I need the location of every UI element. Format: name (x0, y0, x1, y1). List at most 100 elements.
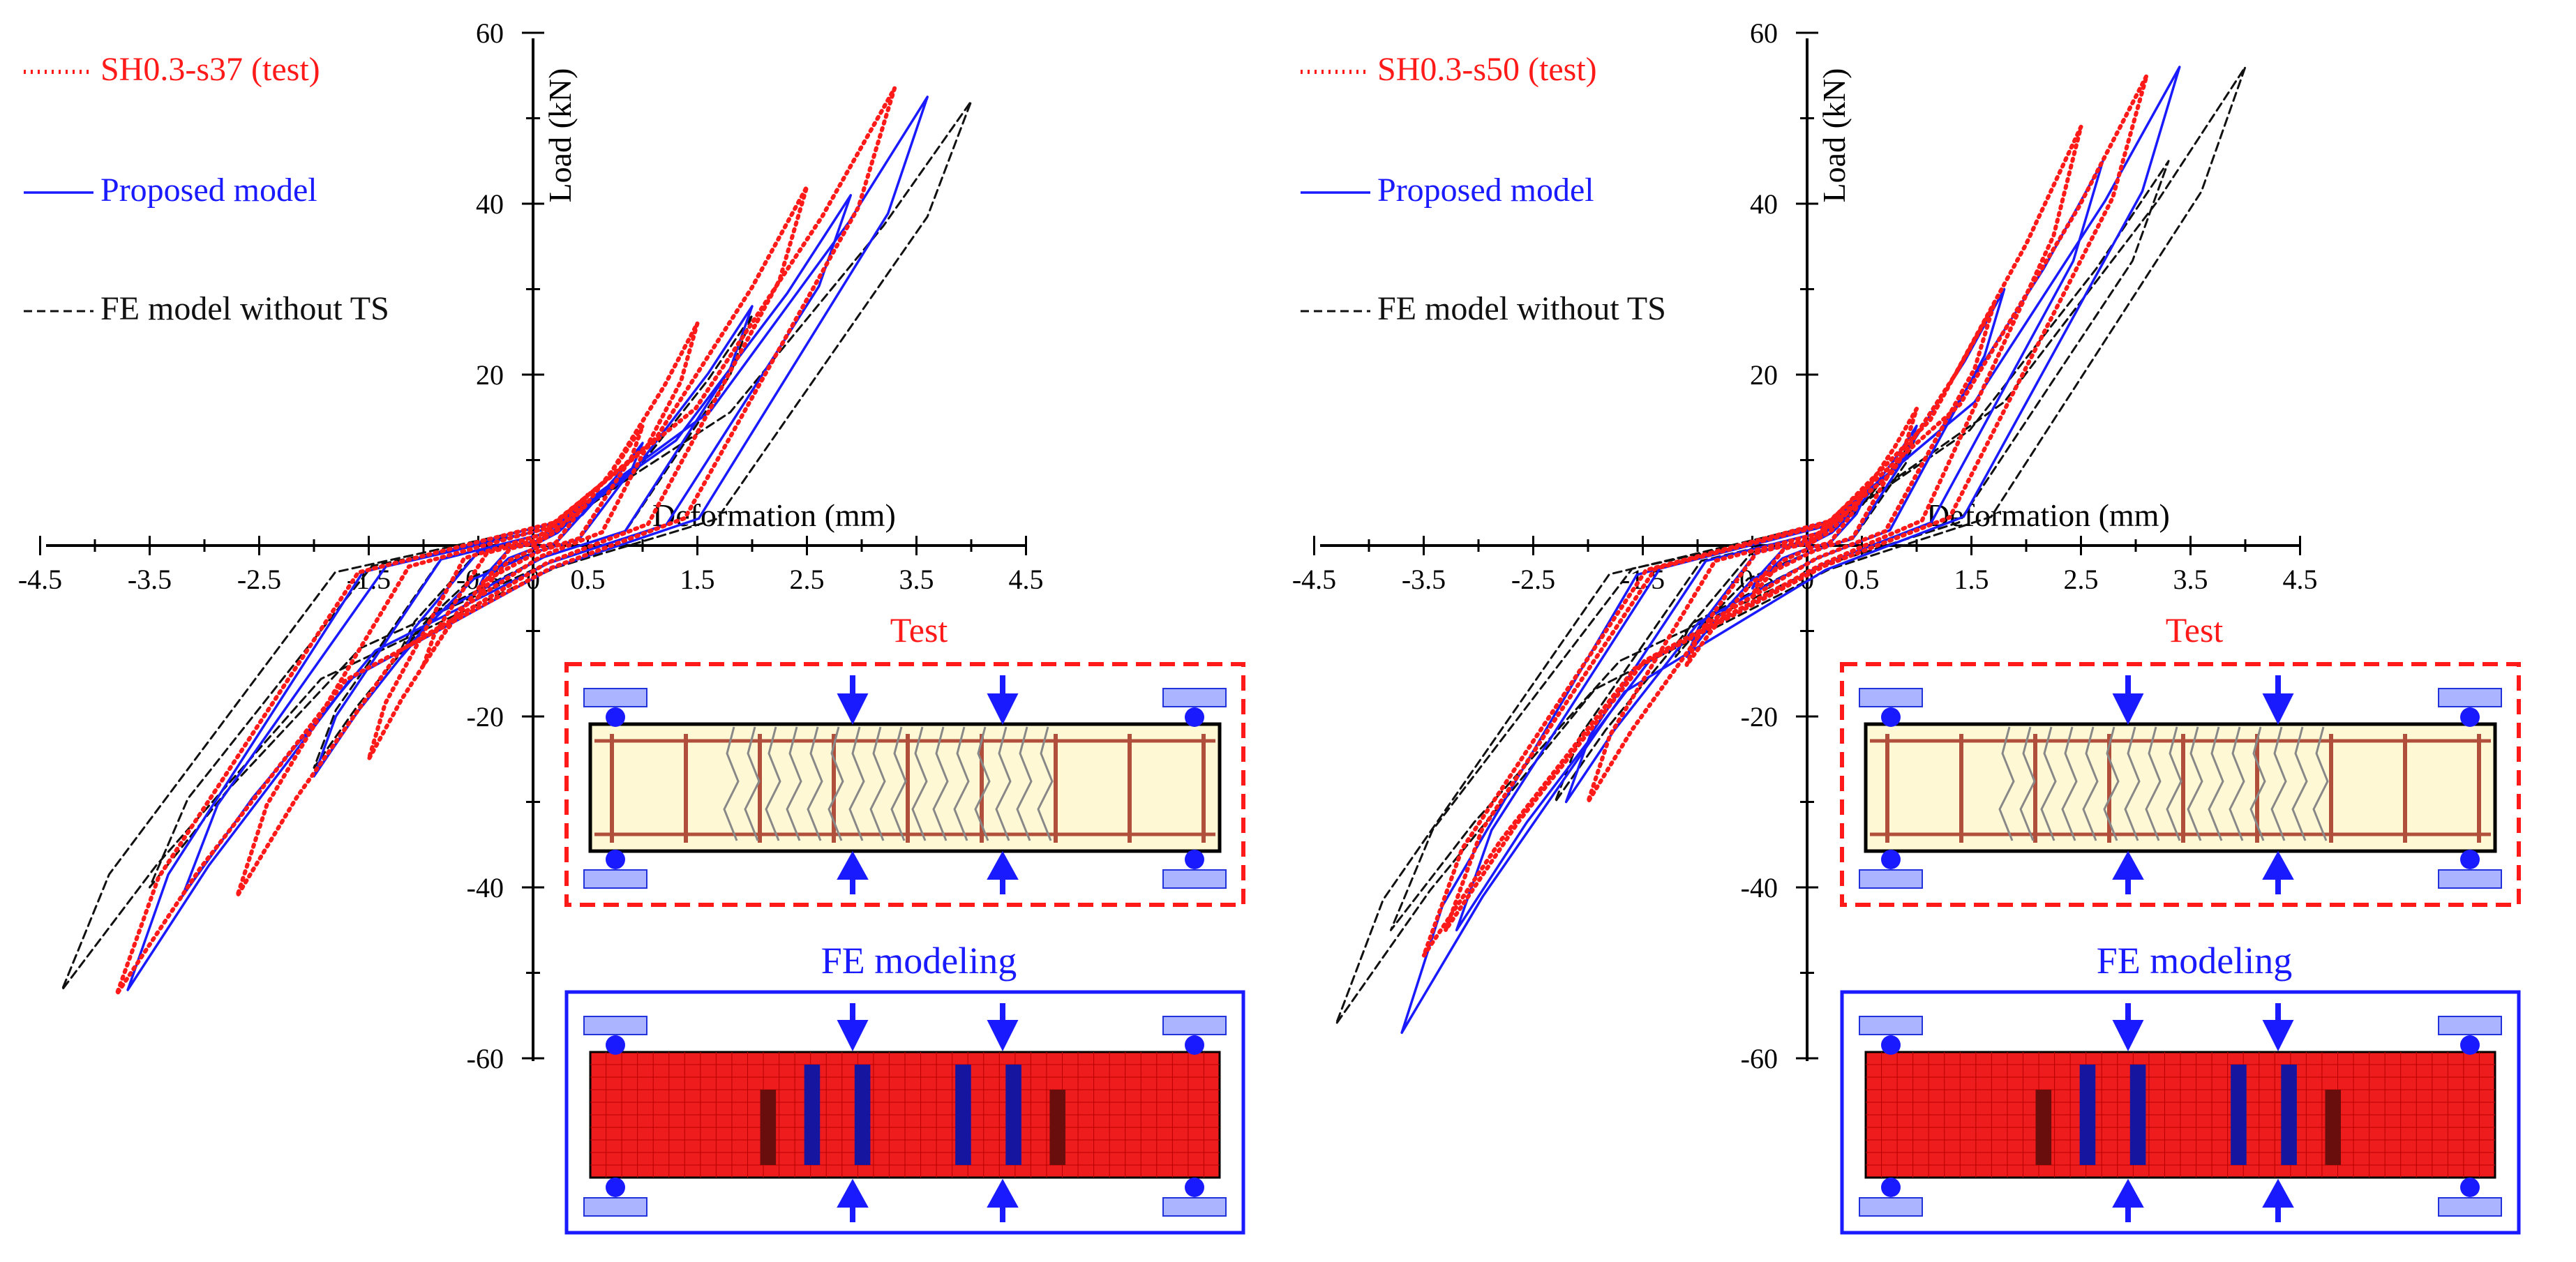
load-arrow-up (837, 1178, 869, 1222)
y-tick-label: -40 (467, 872, 504, 903)
crack (807, 726, 823, 841)
series-line-dotted (114, 86, 897, 997)
support-pad (583, 688, 647, 707)
damage-band (760, 1090, 777, 1165)
support-pad (1162, 1016, 1227, 1035)
y-tick-label: -60 (1741, 1043, 1778, 1074)
load-arrow-up (837, 850, 869, 894)
crack (2270, 726, 2287, 841)
legend-label: Proposed model (1377, 172, 1594, 209)
crack (786, 726, 802, 841)
damage-band (804, 1065, 821, 1165)
damage-band (955, 1065, 971, 1165)
crack (2124, 726, 2141, 841)
support-roller (606, 707, 625, 727)
x-tick-label: -2.5 (237, 564, 281, 595)
support-roller (1185, 1178, 1204, 1197)
support-roller (1881, 707, 1901, 727)
y-axis-label: Load (kN) (542, 68, 578, 203)
damage-band (2129, 1065, 2146, 1165)
crack (2291, 726, 2308, 841)
inset-title-test: Test (2166, 610, 2224, 649)
load-arrow-up (2112, 850, 2144, 894)
crack (911, 726, 928, 841)
crack (2249, 726, 2266, 841)
crack (723, 726, 740, 841)
y-tick-label: 60 (476, 17, 504, 49)
crack (2103, 726, 2120, 841)
load-arrow-up (2262, 1178, 2294, 1222)
support-pad (2438, 1197, 2502, 1217)
x-axis-label: Deformation (mm) (1926, 497, 2170, 533)
support-roller (1185, 707, 1204, 727)
crack (848, 726, 865, 841)
crack (2229, 726, 2245, 841)
inset-title-fe: FE modeling (2097, 940, 2293, 982)
legend-label: FE model without TS (100, 290, 389, 327)
support-roller (1881, 1035, 1901, 1055)
support-roller (606, 1035, 625, 1055)
x-tick-label: 1.5 (680, 564, 715, 595)
damage-band (854, 1065, 871, 1165)
load-arrow-up (987, 850, 1019, 894)
crack (995, 726, 1012, 841)
y-tick-label: 60 (1750, 17, 1778, 49)
crack (2061, 726, 2078, 841)
legend-label: SH0.3-s50 (test) (1377, 51, 1597, 88)
damage-band (2231, 1065, 2247, 1165)
x-tick-label: -2.5 (1511, 564, 1555, 595)
x-tick-label: -3.5 (1402, 564, 1446, 595)
support-pad (2438, 1016, 2502, 1035)
support-roller (1881, 850, 1901, 869)
x-tick-label: -4.5 (1292, 564, 1336, 595)
crack (2312, 726, 2329, 841)
y-tick-label: -20 (1741, 701, 1778, 733)
crack (2040, 726, 2057, 841)
damage-band (1005, 1065, 1021, 1165)
support-roller (1185, 1035, 1204, 1055)
y-tick-label: 20 (1750, 359, 1778, 391)
support-roller (1881, 1178, 1901, 1197)
x-tick-label: 0.5 (1845, 564, 1880, 595)
crack (828, 726, 844, 841)
support-pad (1859, 1016, 1923, 1035)
x-tick-label: -4.5 (18, 564, 62, 595)
damage-band (1049, 1090, 1066, 1165)
support-roller (2460, 850, 2480, 869)
crack (2208, 726, 2224, 841)
crack (1037, 726, 1054, 841)
load-arrow-up (2112, 1178, 2144, 1222)
x-tick-label: 4.5 (2283, 564, 2318, 595)
support-pad (2438, 869, 2502, 889)
crack (890, 726, 907, 841)
y-tick-label: -60 (467, 1043, 504, 1074)
crack (2166, 726, 2182, 841)
crack (2019, 726, 2036, 841)
crack (974, 726, 991, 841)
x-tick-label: 1.5 (1954, 564, 1989, 595)
load-arrow-down (2112, 1003, 2144, 1051)
x-tick-label: 3.5 (2173, 564, 2208, 595)
load-arrow-down (2262, 1003, 2294, 1051)
load-arrow-down (987, 675, 1019, 725)
y-tick-label: -20 (467, 701, 504, 733)
crack (2145, 726, 2162, 841)
chart-panel-right: -4.5 -3.5 -2.5 -1.5 -0.5 0 0.5 1.5 2.5 3.5 4.56040… (1292, 17, 2521, 1235)
load-arrow-down (837, 675, 869, 725)
load-arrow-down (2112, 675, 2144, 725)
legend-label: SH0.3-s37 (test) (100, 51, 320, 88)
damage-band (2281, 1065, 2297, 1165)
crack (1016, 726, 1033, 841)
load-arrow-down (987, 1003, 1019, 1051)
inset-title-fe: FE modeling (821, 940, 1017, 982)
support-pad (2438, 688, 2502, 707)
crack (953, 726, 970, 841)
support-pad (1859, 869, 1923, 889)
crack (2082, 726, 2099, 841)
support-pad (1859, 1197, 1923, 1217)
support-roller (606, 1178, 625, 1197)
crack (2187, 726, 2203, 841)
x-tick-label: 3.5 (899, 564, 934, 595)
x-tick-label: 0.5 (571, 564, 606, 595)
